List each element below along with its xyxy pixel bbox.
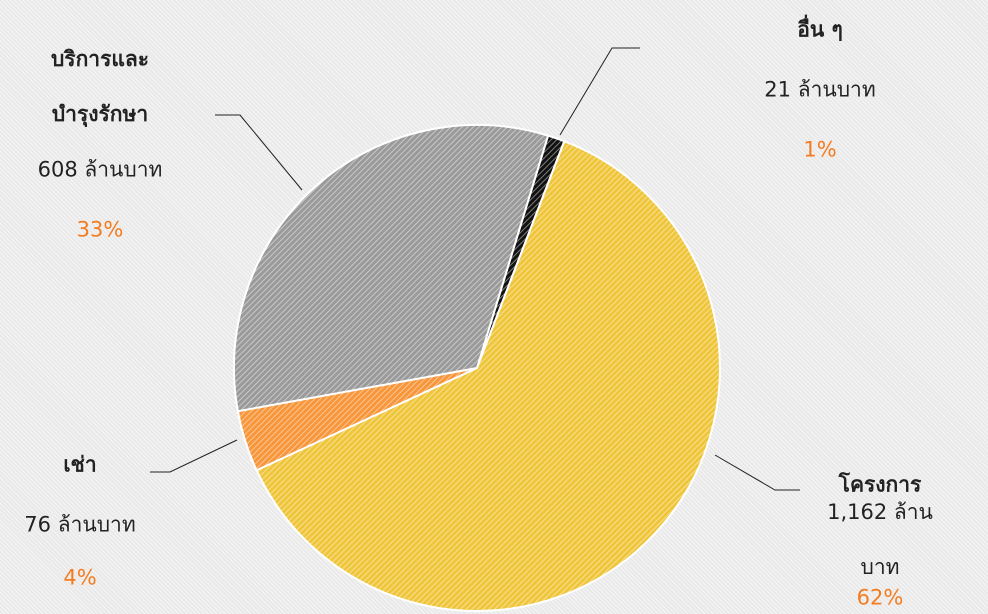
slice-hatch bbox=[234, 124, 549, 412]
leader-line bbox=[215, 114, 303, 191]
slice-hatch bbox=[256, 141, 720, 611]
value-label: 1,162 ล้านบาท bbox=[827, 500, 933, 579]
percent-label: 33% bbox=[76, 217, 124, 242]
category-label: เช่า bbox=[63, 452, 97, 477]
leader-line bbox=[714, 454, 800, 491]
category-label: อื่น ๆ bbox=[797, 17, 843, 42]
value-label: 608 ล้านบาท bbox=[37, 157, 163, 182]
percent-label: 62% bbox=[856, 585, 904, 610]
percent-label: 4% bbox=[63, 565, 97, 590]
category-label: โครงการ bbox=[838, 472, 922, 497]
leader-line bbox=[559, 47, 640, 136]
value-label: 21 ล้านบาท bbox=[764, 77, 876, 102]
leader-line bbox=[150, 439, 238, 473]
percent-label: 1% bbox=[803, 137, 837, 162]
value-label: 76 ล้านบาท bbox=[24, 512, 136, 537]
slice-hatch bbox=[237, 368, 477, 471]
category-label: บริการและ บำรุงรักษา bbox=[50, 47, 150, 126]
